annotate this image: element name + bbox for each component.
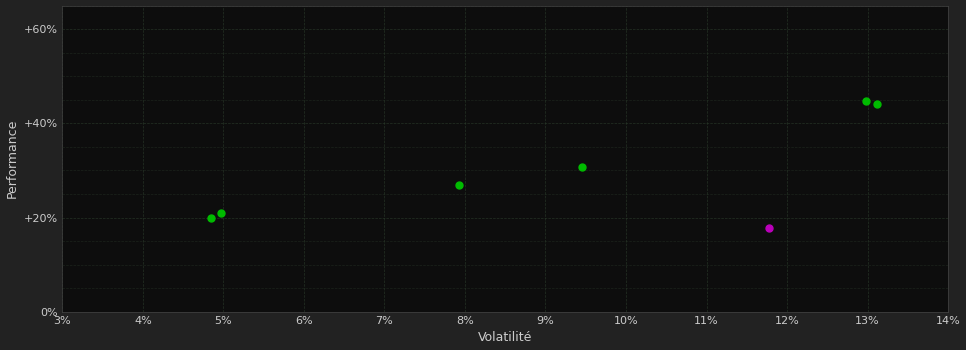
Point <box>452 182 468 187</box>
Point <box>869 102 885 107</box>
Point <box>761 225 777 231</box>
Point <box>213 210 229 216</box>
Point <box>204 215 219 220</box>
Y-axis label: Performance: Performance <box>6 119 18 198</box>
Point <box>858 98 873 104</box>
X-axis label: Volatilité: Volatilité <box>478 331 532 344</box>
Point <box>574 164 589 169</box>
